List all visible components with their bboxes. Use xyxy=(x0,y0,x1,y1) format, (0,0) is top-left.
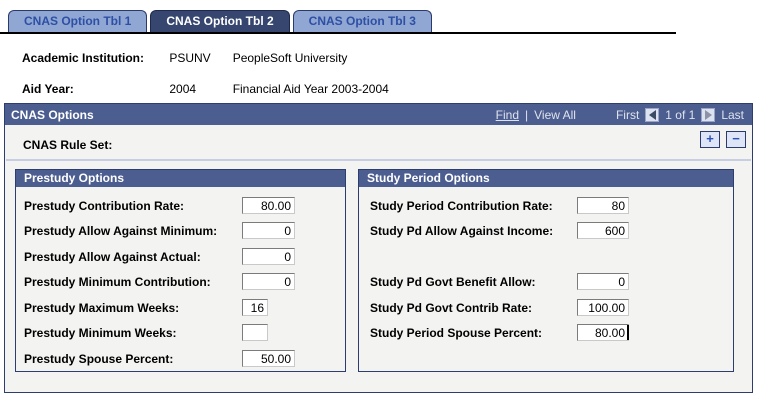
field-row: Prestudy Allow Against Actual: xyxy=(16,248,345,265)
study-pd-govt-benefit-allow-input[interactable] xyxy=(577,273,629,290)
field-label: Prestudy Allow Against Actual: xyxy=(24,250,201,264)
institution-description: PeopleSoft University xyxy=(232,51,348,65)
aid-year-description: Financial Aid Year 2003-2004 xyxy=(232,82,389,96)
previous-row-button[interactable] xyxy=(645,107,660,122)
next-row-button[interactable] xyxy=(701,107,716,122)
field-row: Study Pd Allow Against Income: xyxy=(359,222,733,239)
field-row: Prestudy Spouse Percent: xyxy=(16,350,345,367)
prestudy-spouse-percent-input[interactable] xyxy=(242,350,295,367)
field-label: Study Pd Govt Contrib Rate: xyxy=(370,301,532,315)
left-triangle-icon xyxy=(648,109,656,120)
delete-row-button[interactable]: − xyxy=(726,131,746,148)
field-label: Prestudy Spouse Percent: xyxy=(24,352,174,366)
study-period-contribution-rate-input[interactable] xyxy=(577,197,629,214)
prestudy-minimum-weeks-input[interactable] xyxy=(242,324,268,341)
field-label: Prestudy Allow Against Minimum: xyxy=(24,224,218,238)
field-row: Prestudy Maximum Weeks: xyxy=(16,299,345,316)
field-row: Prestudy Allow Against Minimum: xyxy=(16,222,345,239)
cnas-options-header-bar: CNAS Options Find | View All First 1 of … xyxy=(5,104,752,125)
field-label: Prestudy Minimum Weeks: xyxy=(24,326,177,340)
cnas-options-scroll-area: CNAS Options Find | View All First 1 of … xyxy=(4,103,753,393)
plus-icon: + xyxy=(706,131,714,146)
study-period-spouse-percent-input[interactable] xyxy=(577,324,629,341)
cnas-rule-set-label: CNAS Rule Set: xyxy=(23,138,113,152)
field-label: Prestudy Minimum Contribution: xyxy=(24,275,211,289)
field-label: Study Pd Allow Against Income: xyxy=(370,224,554,238)
prestudy-minimum-contribution-input[interactable] xyxy=(242,273,295,290)
minus-icon: − xyxy=(732,131,740,146)
prestudy-allow-against-minimum-input[interactable] xyxy=(242,222,295,239)
institution-row: Academic Institution: PSUNV PeopleSoft U… xyxy=(22,51,347,67)
tab-cnas-option-tbl-2[interactable]: CNAS Option Tbl 2 xyxy=(150,10,290,33)
scroll-area-title: CNAS Options xyxy=(11,107,94,122)
aid-year-label: Aid Year: xyxy=(22,82,74,96)
last-link[interactable]: Last xyxy=(721,107,744,122)
field-label: Study Pd Govt Benefit Allow: xyxy=(370,275,536,289)
field-label: Study Period Spouse Percent: xyxy=(370,326,543,340)
aid-year-row: Aid Year: 2004 Financial Aid Year 2003-2… xyxy=(22,82,389,98)
tab-cnas-option-tbl-1[interactable]: CNAS Option Tbl 1 xyxy=(8,10,148,33)
first-link[interactable]: First xyxy=(615,107,640,122)
scroll-area-nav: Find | View All First 1 of 1 Last xyxy=(495,107,744,122)
tab-bar: CNAS Option Tbl 1 CNAS Option Tbl 2 CNAS… xyxy=(8,10,432,33)
field-row: Prestudy Minimum Weeks: xyxy=(16,324,345,341)
field-label: Prestudy Maximum Weeks: xyxy=(24,301,180,315)
right-triangle-icon xyxy=(704,109,712,120)
nav-separator: | xyxy=(525,107,529,122)
row-position-indicator: 1 of 1 xyxy=(665,107,696,122)
field-label: Study Period Contribution Rate: xyxy=(370,199,553,213)
text-cursor xyxy=(627,325,629,340)
prestudy-options-groupbox: Prestudy Options Prestudy Contribution R… xyxy=(15,169,346,372)
add-row-button[interactable]: + xyxy=(700,131,720,148)
row-separator xyxy=(6,159,751,161)
study-period-options-title: Study Period Options xyxy=(359,170,733,187)
tab-divider xyxy=(0,32,676,34)
prestudy-contribution-rate-input[interactable] xyxy=(242,197,295,214)
study-pd-govt-contrib-rate-input[interactable] xyxy=(577,299,629,316)
prestudy-maximum-weeks-input[interactable] xyxy=(242,299,268,316)
field-label: Prestudy Contribution Rate: xyxy=(24,199,185,213)
field-row: Study Pd Govt Benefit Allow: xyxy=(359,273,733,290)
aid-year-code: 2004 xyxy=(169,82,197,96)
field-row: Study Period Spouse Percent: xyxy=(359,324,733,341)
prestudy-allow-against-actual-input[interactable] xyxy=(242,248,295,265)
field-row: Prestudy Contribution Rate: xyxy=(16,197,345,214)
field-row: Prestudy Minimum Contribution: xyxy=(16,273,345,290)
study-pd-allow-against-income-input[interactable] xyxy=(577,222,629,239)
prestudy-options-title: Prestudy Options xyxy=(16,170,345,187)
field-row: Study Pd Govt Contrib Rate: xyxy=(359,299,733,316)
study-period-options-groupbox: Study Period Options Study Period Contri… xyxy=(358,169,734,372)
find-link[interactable]: Find xyxy=(495,107,520,122)
view-all-link[interactable]: View All xyxy=(534,107,576,122)
institution-code: PSUNV xyxy=(169,51,211,65)
row-action-buttons: + − xyxy=(700,131,746,148)
field-row: Study Period Contribution Rate: xyxy=(359,197,733,214)
institution-label: Academic Institution: xyxy=(22,51,145,65)
tab-cnas-option-tbl-3[interactable]: CNAS Option Tbl 3 xyxy=(292,10,432,33)
